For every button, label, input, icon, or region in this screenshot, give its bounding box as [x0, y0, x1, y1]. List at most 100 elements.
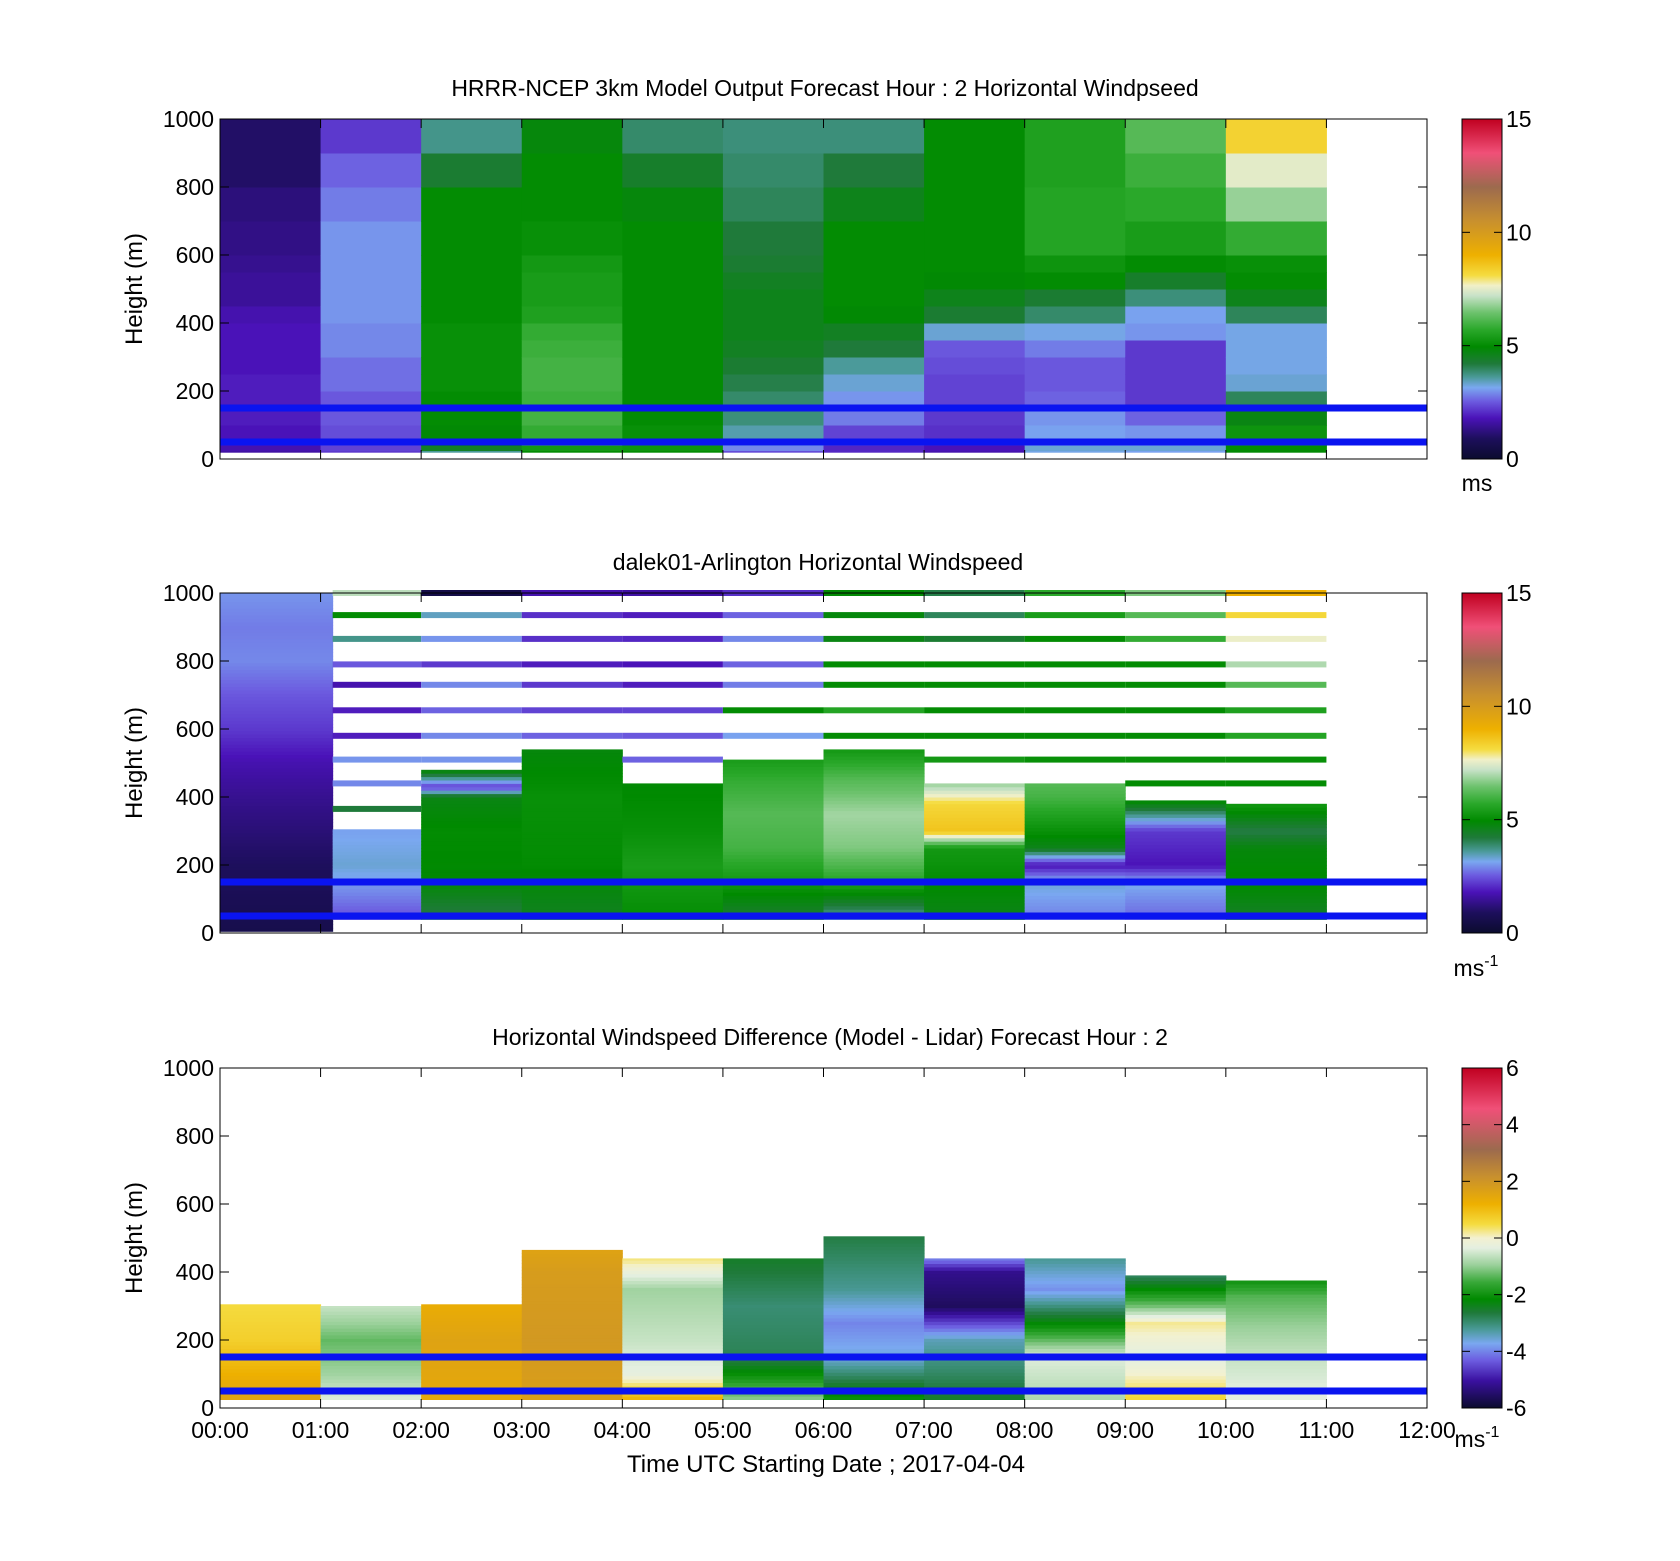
heatmap-cell — [1125, 810, 1227, 815]
x-tick-label: 09:00 — [1096, 1417, 1154, 1443]
heatmap-cell — [421, 807, 523, 812]
heatmap-cell — [722, 306, 824, 324]
heatmap-cell — [722, 1362, 824, 1366]
heatmap-cell — [421, 827, 523, 832]
heatmap-cell — [521, 732, 623, 739]
heatmap-cell — [1125, 817, 1227, 822]
panel-model-heatmap — [220, 119, 1327, 453]
heatmap-cell — [722, 851, 824, 856]
heatmap-cell — [332, 892, 422, 897]
heatmap-cell — [1225, 1307, 1327, 1312]
heatmap-cell — [823, 780, 925, 784]
heatmap-cell — [1024, 786, 1126, 791]
heatmap-cell — [220, 921, 334, 925]
heatmap-cell — [1225, 1338, 1327, 1343]
heatmap-cell — [924, 892, 1026, 897]
heatmap-cell — [823, 848, 925, 852]
heatmap-cell — [924, 854, 1026, 859]
heatmap-cell — [622, 357, 724, 375]
heatmap-cell — [332, 831, 422, 835]
heatmap-cell — [823, 865, 925, 869]
heatmap-cell — [722, 272, 824, 290]
heatmap-cell — [823, 820, 925, 825]
heatmap-cell — [622, 844, 724, 849]
heatmap-cell — [622, 1358, 724, 1363]
heatmap-cell — [1024, 861, 1126, 866]
heatmap-cell — [521, 807, 623, 812]
heatmap-cell — [622, 810, 724, 815]
heatmap-cell — [421, 858, 523, 863]
heatmap-cell — [722, 810, 824, 815]
heatmap-cell — [924, 1365, 1026, 1370]
heatmap-cell — [220, 679, 334, 684]
x-tick-label: 12:00 — [1398, 1417, 1456, 1443]
heatmap-cell — [823, 1341, 925, 1346]
heatmap-cell — [332, 909, 422, 914]
heatmap-cell — [622, 783, 724, 788]
heatmap-cell — [622, 153, 724, 188]
heatmap-cell — [823, 1372, 925, 1377]
x-tick-label: 03:00 — [493, 1417, 551, 1443]
heatmap-cell — [823, 1331, 925, 1336]
reference-height-line — [220, 1353, 1427, 1361]
heatmap-cell — [924, 357, 1026, 375]
heatmap-cell — [220, 1304, 322, 1309]
heatmap-cell — [220, 907, 334, 912]
heatmap-cell — [924, 255, 1026, 273]
heatmap-cell — [1125, 854, 1227, 859]
heatmap-cell — [622, 820, 724, 825]
heatmap-cell — [823, 1277, 925, 1281]
colorbar-tick-label: 15 — [1506, 580, 1532, 606]
heatmap-cell — [622, 1297, 724, 1302]
heatmap-cell — [421, 776, 523, 781]
panel-lidar-colorbar-unit-base: ms — [1454, 955, 1485, 981]
heatmap-cell — [220, 723, 334, 728]
heatmap-cell — [320, 306, 422, 324]
heatmap-cell — [924, 732, 1025, 739]
heatmap-cell — [823, 1368, 925, 1373]
heatmap-cell — [1024, 612, 1126, 619]
heatmap-cell — [521, 1256, 623, 1261]
heatmap-cell — [1024, 895, 1126, 900]
heatmap-cell — [521, 810, 623, 815]
heatmap-cell — [421, 681, 522, 688]
heatmap-cell — [220, 357, 322, 375]
heatmap-cell — [1125, 814, 1227, 818]
heatmap-cell — [823, 786, 925, 791]
x-tick-label: 11:00 — [1298, 1417, 1354, 1443]
heatmap-cell — [1225, 340, 1327, 358]
heatmap-cell — [521, 374, 623, 392]
heatmap-cell — [823, 1392, 925, 1397]
heatmap-cell — [823, 1280, 925, 1285]
heatmap-cell — [521, 153, 623, 188]
heatmap-cell — [421, 1324, 523, 1329]
heatmap-cell — [220, 408, 322, 426]
heatmap-cell — [421, 1392, 523, 1397]
heatmap-cell — [1024, 1294, 1126, 1298]
panel-diff-colorbar-unit: ms-1 — [1455, 1424, 1500, 1452]
heatmap-cell — [1024, 1372, 1126, 1377]
heatmap-cell — [521, 1379, 623, 1383]
heatmap-cell — [220, 374, 322, 392]
heatmap-cell — [823, 357, 925, 375]
heatmap-cell — [1024, 153, 1126, 188]
heatmap-cell — [722, 1290, 824, 1295]
heatmap-cell — [1225, 1362, 1327, 1366]
heatmap-cell — [421, 707, 522, 714]
heatmap-cell — [823, 1348, 925, 1353]
heatmap-cell — [722, 1287, 824, 1292]
heatmap-cell — [1125, 1300, 1227, 1305]
heatmap-cell — [1125, 1372, 1227, 1377]
heatmap-cell — [1125, 391, 1227, 409]
heatmap-cell — [421, 773, 523, 778]
heatmap-cell — [521, 1348, 623, 1353]
heatmap-cell — [924, 827, 1026, 832]
heatmap-cell — [421, 408, 523, 426]
heatmap-cell — [521, 780, 623, 784]
heatmap-cell — [220, 669, 334, 674]
heatmap-cell — [924, 1273, 1026, 1278]
heatmap-cell — [823, 1345, 925, 1349]
heatmap-cell — [421, 1341, 523, 1346]
heatmap-cell — [1225, 1297, 1327, 1302]
heatmap-cell — [320, 425, 422, 440]
